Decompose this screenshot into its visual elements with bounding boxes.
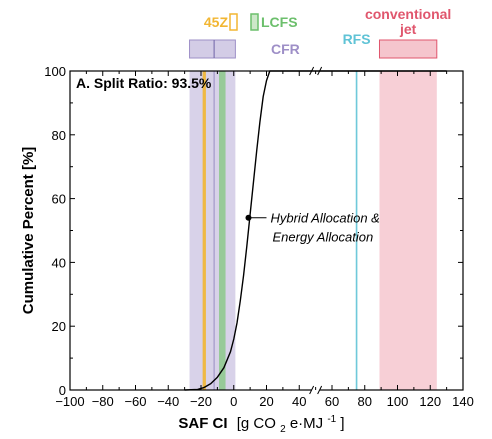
x-tick-label: −20	[190, 394, 212, 409]
x-tick-label: −80	[92, 394, 114, 409]
region-rfs	[355, 71, 358, 390]
annotation-line-1: Hybrid Allocation &	[270, 211, 379, 226]
region-45z	[202, 71, 206, 390]
y-tick-label: 100	[44, 64, 66, 79]
45z-label: 45Z	[204, 14, 229, 30]
x-tick-label: −40	[157, 394, 179, 409]
cdf-line	[184, 70, 447, 391]
45z-legend-box	[229, 13, 238, 31]
cfr-label: CFR	[271, 41, 300, 57]
x-tick-label: 80	[358, 394, 372, 409]
region-conventional	[379, 71, 437, 390]
axis-break-slash-bottom-left	[309, 385, 315, 395]
y-tick-label: 60	[52, 192, 66, 207]
y-tick-label: 0	[59, 383, 66, 398]
x-tick-label: 20	[259, 394, 273, 409]
x-axis-label-main: SAF CI	[178, 415, 227, 432]
x-tick-label: 140	[452, 394, 474, 409]
y-tick-label: 40	[52, 255, 66, 270]
x-tick-label: 120	[419, 394, 441, 409]
cdf-series	[184, 70, 447, 391]
x-axis-label: SAF CI [g CO 2 e·MJ -1 ]	[178, 409, 344, 436]
shaded-regions	[189, 71, 437, 390]
x-tick-label: 40	[292, 394, 306, 409]
top-legend: 45Z LCFS CFR RFS conventional jet	[189, 6, 451, 59]
lcfs-legend-box	[250, 13, 259, 31]
x-axis-label-sub: 2	[280, 424, 286, 435]
rfs-label: RFS	[343, 31, 371, 47]
lcfs-label: LCFS	[261, 14, 298, 30]
region-lcfs	[219, 71, 226, 390]
x-tick-label: −60	[124, 394, 146, 409]
y-axis-label: Cumulative Percent [%]	[20, 147, 37, 315]
jet-label: jet	[399, 21, 417, 37]
x-tick-label: 60	[325, 394, 339, 409]
x-tick-label: 0	[230, 394, 237, 409]
x-axis-label-rest: e·MJ	[290, 415, 323, 432]
x-axis-label-close: ]	[340, 415, 344, 432]
x-axis-label-sup: -1	[327, 414, 336, 425]
panel-label: A. Split Ratio: 93.5%	[76, 75, 212, 91]
region-cfr	[189, 71, 236, 390]
x-tick-label: −100	[55, 394, 84, 409]
x-axis-label-units: [g CO	[237, 415, 276, 432]
axis-break-slash-bottom-right	[317, 385, 323, 395]
annotation-line-2: Energy Allocation	[272, 230, 373, 245]
y-tick-label: 80	[52, 128, 66, 143]
y-tick-label: 20	[52, 319, 66, 334]
conventional-label: conventional	[365, 6, 451, 22]
x-tick-label: 100	[387, 394, 409, 409]
cfr-legend-box	[189, 39, 236, 59]
axes: −100 −80 −60 −40 −20 0 20 40 60 80 100 120 140 0 20 40 6…	[44, 64, 474, 409]
conventional-jet-legend-box	[378, 39, 438, 59]
